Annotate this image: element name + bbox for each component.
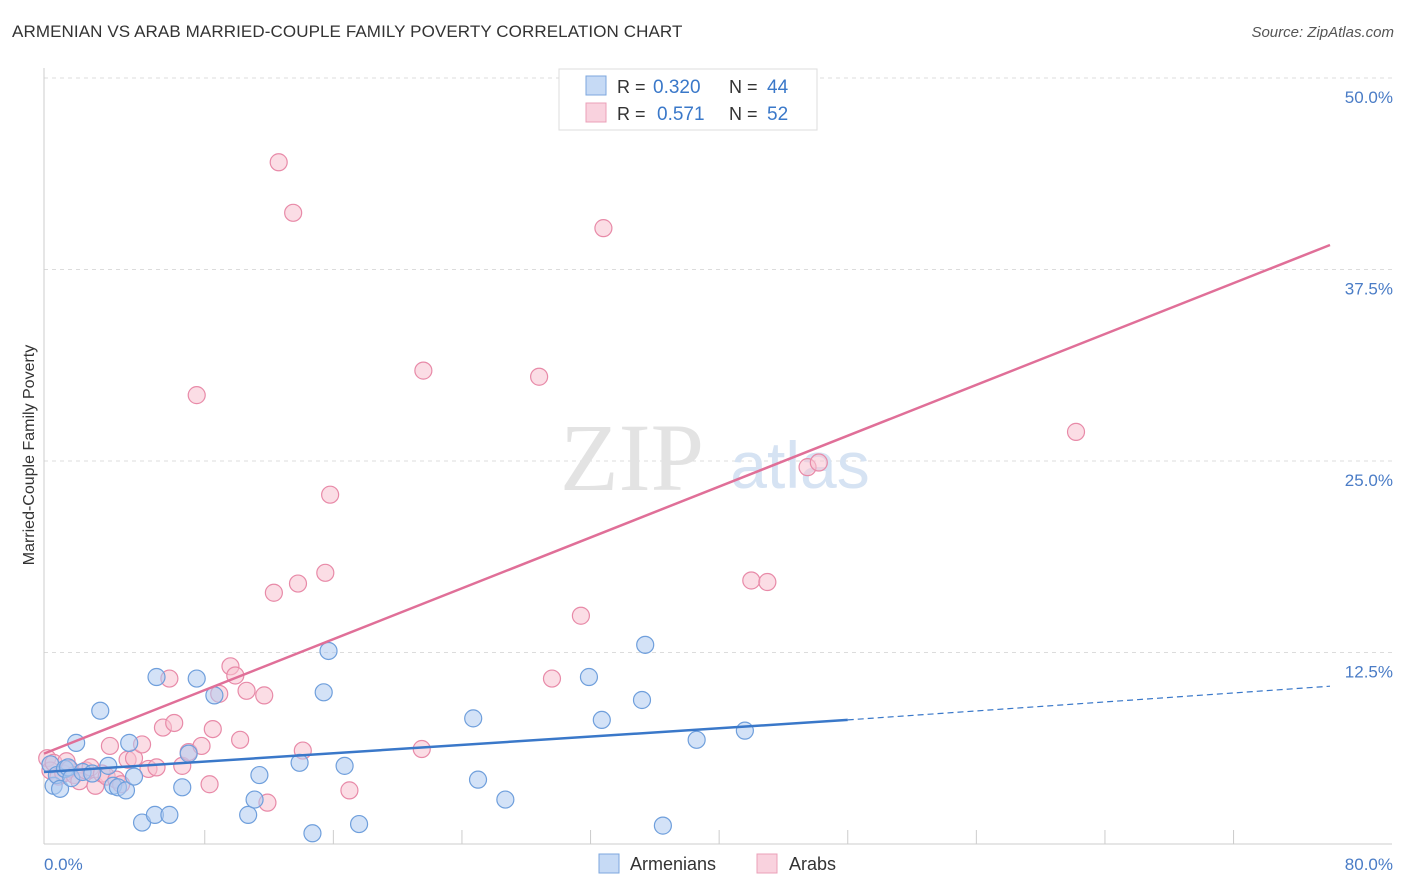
armenians-point[interactable] [735,721,754,740]
trend-lines [43,243,1331,774]
gridlines [44,77,1392,653]
armenians-point[interactable] [496,790,515,809]
arabs-point[interactable] [340,781,359,800]
armenians-point[interactable] [147,667,166,687]
y-tick-labels: 12.5% 25.0% 37.5% 50.0% [1345,88,1393,682]
arabs-trend-line [43,243,1331,755]
arabs-point[interactable] [758,572,777,592]
axes [43,68,1392,845]
arabs-point[interactable] [147,758,166,777]
arabs-point[interactable] [571,606,591,625]
legend-n-value-armenians: 44 [767,77,789,98]
arabs-point[interactable] [594,219,613,238]
series-legend: Armenians Arabs [598,853,836,874]
arabs-point[interactable] [809,453,828,472]
armenians-trend-line [43,718,848,774]
arabs-point[interactable] [321,485,340,504]
armenians-point[interactable] [314,683,333,702]
y-tick-label: 25.0% [1345,471,1393,490]
arabs-point[interactable] [1066,422,1086,441]
arabs-point[interactable] [187,386,206,405]
armenians-point[interactable] [579,667,599,687]
armenians-point[interactable] [245,790,264,809]
arabs-point[interactable] [200,775,219,794]
stats-legend: R = 0.320 N = 44 R = 0.571 N = 52 [558,68,818,131]
x-tick-label-min: 0.0% [44,855,83,874]
armenians-point[interactable] [636,635,655,654]
arabs-point[interactable] [165,713,184,733]
arabs-point[interactable] [237,681,256,700]
arabs-point[interactable] [742,571,761,590]
x-ticks [204,830,1235,844]
armenians-point[interactable] [303,824,322,843]
armenians-point[interactable] [179,744,198,763]
armenians-trend-extension [847,685,1331,721]
y-tick-label: 37.5% [1345,280,1393,299]
bottom-legend-label-arabs[interactable]: Arabs [789,854,836,874]
arabs-point[interactable] [100,736,120,756]
arabs-point[interactable] [542,669,562,688]
armenians-point[interactable] [250,765,269,785]
arabs-point[interactable] [530,367,549,386]
arabs-point[interactable] [231,730,250,749]
arabs-point[interactable] [203,719,222,739]
armenians-point[interactable] [632,690,652,710]
chart-title: ARMENIAN VS ARAB MARRIED-COUPLE FAMILY P… [12,22,683,41]
armenians-point[interactable] [464,709,483,728]
armenians-point[interactable] [124,767,144,786]
legend-r-value-armenians: 0.320 [653,77,701,98]
armenians-point[interactable] [173,778,192,797]
legend-r-label-arabs: R = [617,104,646,124]
bottom-legend-swatch-arabs[interactable] [756,853,778,874]
armenians-point[interactable] [239,805,258,824]
arabs-point[interactable] [316,563,335,582]
legend-n-label-arabs: N = [729,104,758,124]
arabs-point[interactable] [264,583,283,602]
armenians-point[interactable] [116,781,136,800]
armenians-point[interactable] [687,730,706,749]
armenians-point[interactable] [91,701,110,720]
legend-n-label-armenians: N = [729,77,758,97]
legend-r-label-armenians: R = [617,77,646,97]
armenians-point[interactable] [187,669,206,688]
arabs-point[interactable] [255,686,274,705]
armenians-point[interactable] [653,816,672,835]
arabs-point[interactable] [269,153,288,172]
legend-r-value-arabs: 0.571 [657,104,705,125]
armenians-point[interactable] [592,710,611,730]
bottom-legend-label-armenians[interactable]: Armenians [630,854,716,874]
bottom-legend-swatch-armenians[interactable] [598,853,620,874]
y-tick-label: 12.5% [1345,663,1393,682]
armenians-point[interactable] [468,770,488,789]
watermark-zip: ZIP [560,404,704,511]
armenians-point[interactable] [349,814,369,834]
armenians-point[interactable] [50,779,70,798]
legend-swatch-armenians [585,75,607,96]
armenians-point[interactable] [99,756,118,775]
arabs-point[interactable] [288,574,308,593]
source-label[interactable]: Source: ZipAtlas.com [1251,24,1394,41]
armenians-point[interactable] [120,733,139,752]
armenians-point[interactable] [160,805,179,824]
legend-n-value-arabs: 52 [767,104,788,125]
y-axis-label: Married-Couple Family Poverty [21,345,38,566]
arabs-point[interactable] [284,203,303,222]
armenians-point[interactable] [319,641,338,661]
legend-swatch-arabs [585,102,607,123]
x-tick-label-max: 80.0% [1345,855,1393,874]
y-tick-label: 50.0% [1345,88,1393,107]
armenians-point[interactable] [335,756,354,775]
armenians-points [41,635,754,843]
arabs-point[interactable] [414,361,433,380]
